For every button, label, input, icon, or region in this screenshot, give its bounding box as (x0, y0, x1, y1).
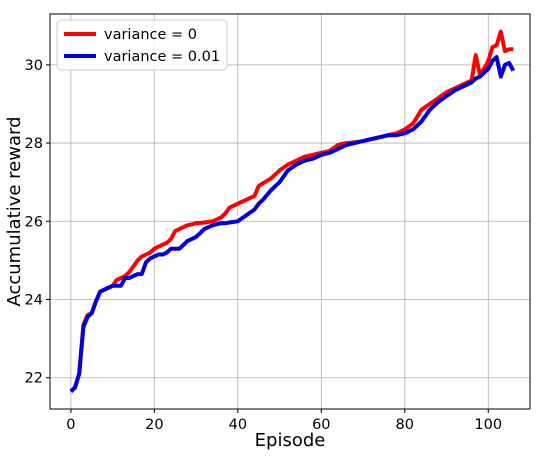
grid (50, 14, 530, 409)
x-tick-label: 40 (229, 417, 247, 433)
series-layer (69, 29, 516, 393)
legend-box (56, 19, 228, 71)
x-tick-label: 20 (145, 417, 163, 433)
x-tick-label: 80 (396, 417, 414, 433)
series-line-1 (69, 55, 516, 393)
legend-label-0: variance = 0 (104, 27, 197, 43)
y-tick-label: 30 (25, 58, 43, 74)
y-axis-title: Accumulative reward (4, 116, 25, 306)
legend-label-1: variance = 0.01 (104, 49, 220, 65)
legend: variance = 0 variance = 0.01 (56, 19, 228, 71)
x-axis-title: Episode (255, 430, 326, 451)
x-tick-label: 0 (66, 417, 75, 433)
plot-frame (49, 13, 531, 410)
x-axis-ticks: 0 20 40 60 80 100 (66, 409, 502, 433)
x-tick-label: 60 (312, 417, 330, 433)
y-tick-label: 26 (25, 214, 43, 230)
y-tick-label: 28 (25, 136, 43, 152)
x-tick-label: 100 (474, 417, 502, 433)
y-axis-ticks: 22 24 26 28 30 (25, 58, 50, 387)
y-tick-label: 24 (25, 292, 43, 308)
y-tick-label: 22 (25, 371, 43, 387)
